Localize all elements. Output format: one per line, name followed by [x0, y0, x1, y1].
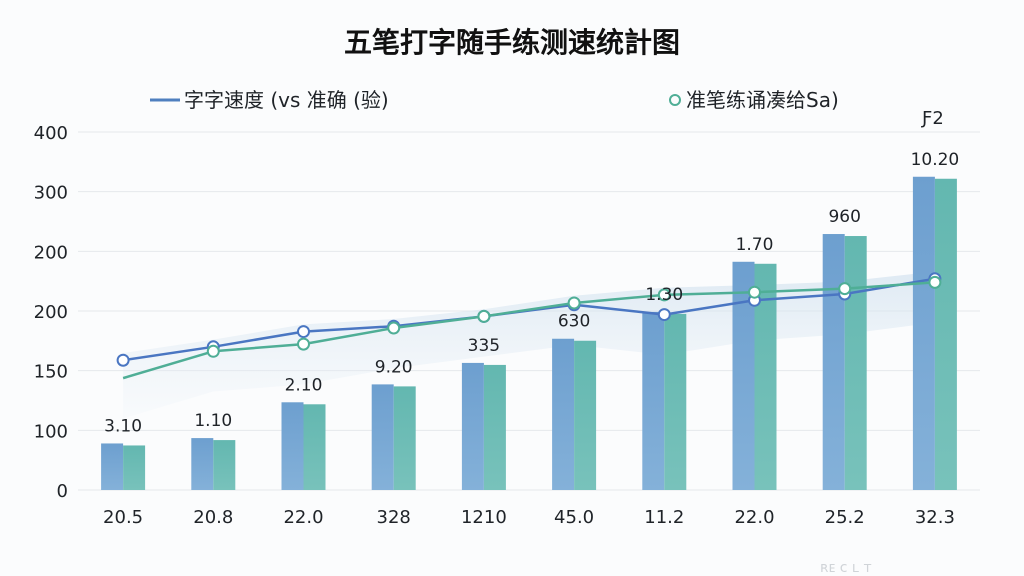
- x-tick-label: 22.0: [734, 507, 774, 528]
- bar-data-label: 2.10: [285, 375, 323, 395]
- y-tick-label: 200: [34, 242, 68, 263]
- bar-data-label: 1.10: [194, 411, 232, 431]
- y-tick-label: 400: [34, 123, 68, 144]
- line-point: [387, 321, 401, 335]
- bar-right-half: [844, 236, 867, 490]
- footer-faint-text: ʀᴇ ᴄ ʟ ᴛ: [820, 560, 872, 576]
- trend-band: [123, 271, 935, 419]
- line-point: [657, 308, 671, 322]
- x-tick-label: 328: [377, 507, 411, 528]
- bar-data-label: 10.20: [911, 150, 960, 170]
- x-tick-label: 25.2: [825, 507, 865, 528]
- x-tick-label: 20.5: [103, 507, 143, 528]
- bar: [552, 338, 575, 490]
- x-tick-label: 11.2: [644, 507, 684, 528]
- bar-right-half: [483, 364, 506, 490]
- y-tick-label: 0: [57, 481, 68, 502]
- bar-right-half: [574, 340, 597, 490]
- bar-right-half: [393, 386, 416, 490]
- legend-label-primary: 字字速度 (vs 准确 (验): [184, 88, 389, 112]
- line-point: [657, 288, 671, 302]
- x-tick-label: 45.0: [554, 507, 594, 528]
- y-tick-label: 200: [34, 302, 68, 323]
- series-line-secondary: [122, 281, 935, 380]
- bar: [822, 234, 845, 490]
- bar-right-half: [934, 178, 957, 490]
- bar-right-half: [664, 313, 687, 490]
- y-tick-label: 150: [34, 362, 68, 383]
- y-tick-label: 300: [34, 183, 68, 204]
- bar: [642, 311, 665, 490]
- line-point: [297, 325, 310, 339]
- bar: [912, 176, 935, 490]
- y-tick-label: 100: [34, 421, 68, 442]
- legend-label-secondary: 准笔练诵凑给Sa): [686, 88, 839, 112]
- bar-right-half: [754, 263, 777, 490]
- x-axis: 20.5 20.8 22.0 328 1210 45.0 11.2 22.0 25.2 32.3: [103, 507, 955, 528]
- legend: 字字速度 (vs 准确 (验) 准笔练诵凑给Sa): [150, 88, 839, 112]
- y-axis: 0 100 150 200 200 300 400: [34, 123, 68, 502]
- bar-data-label: 3.10: [104, 416, 142, 436]
- line-point: [928, 275, 942, 289]
- line-point: [838, 282, 852, 296]
- bar: [281, 402, 304, 490]
- bar: [461, 362, 484, 490]
- line-point: [206, 344, 220, 358]
- line-point: [567, 296, 581, 310]
- bar: [191, 438, 214, 490]
- bar-data-label: 630: [558, 312, 590, 332]
- x-tick-label: 32.3: [915, 507, 955, 528]
- line-point: [116, 353, 130, 367]
- annotation-label: Ƒ2: [921, 108, 944, 129]
- bar-right-half: [213, 440, 236, 490]
- band-area: [123, 271, 935, 419]
- bar: [101, 443, 124, 490]
- x-tick-label: 20.8: [193, 507, 233, 528]
- lines: [116, 272, 942, 380]
- bar-data-label: 960: [828, 207, 860, 227]
- bar-data-labels: 3.10 1.10 2.10 9.20 335 630 1.30 1.70 960 10.20: [104, 150, 959, 437]
- x-tick-label: 22.0: [283, 507, 323, 528]
- bar-data-label: 1.70: [736, 235, 774, 255]
- annotations: Ƒ2: [921, 108, 944, 129]
- line-point: [477, 309, 491, 323]
- bar-right-half: [303, 404, 326, 490]
- bar-data-label: 335: [468, 336, 500, 356]
- line-point: [297, 337, 310, 351]
- bar-data-label: 1.30: [645, 285, 683, 305]
- x-tick-label: 1210: [461, 507, 507, 528]
- legend-circle-swatch: [669, 94, 681, 106]
- chart-title: 五笔打字随手练测速统計图: [344, 26, 680, 59]
- bar: [371, 384, 394, 490]
- bar-data-label: 9.20: [375, 357, 413, 377]
- bar-right-half: [123, 445, 146, 490]
- bars: [101, 176, 957, 490]
- bar: [732, 261, 755, 490]
- line-point: [748, 285, 761, 299]
